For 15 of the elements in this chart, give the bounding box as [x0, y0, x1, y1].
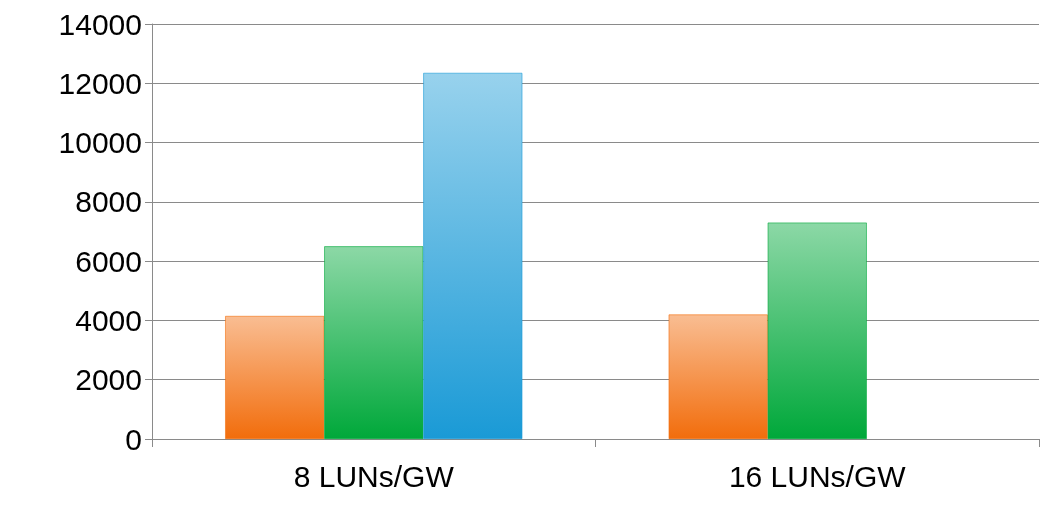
y-tick-label: 6000: [75, 244, 142, 278]
bar: [423, 72, 523, 439]
bar: [225, 315, 325, 439]
y-tick-label: 10000: [58, 126, 142, 160]
bar: [767, 222, 867, 439]
x-tick-label: 8 LUNs/GW: [293, 459, 455, 493]
y-tick-label: 0: [125, 422, 142, 456]
y-tick-label: 14000: [58, 7, 142, 41]
y-tick-label: 12000: [58, 66, 142, 100]
bar: [324, 246, 424, 439]
x-tick-label: 16 LUNs/GW: [728, 459, 907, 493]
y-tick-label: 4000: [75, 303, 142, 337]
bar: [668, 314, 768, 439]
y-tick-label: 8000: [75, 185, 142, 219]
y-tick-label: 2000: [75, 363, 142, 397]
